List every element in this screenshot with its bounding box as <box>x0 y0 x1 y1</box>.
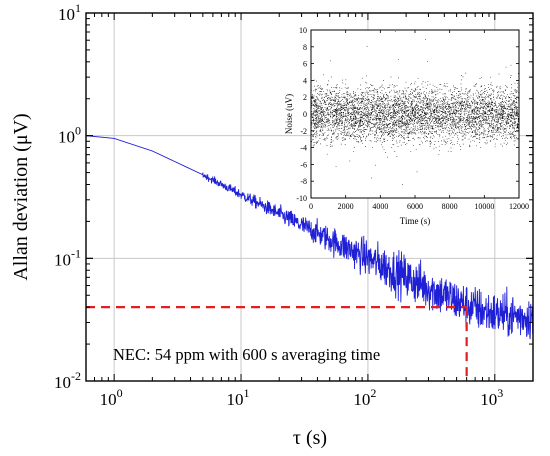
inset-y-tick-label: -8 <box>300 177 307 186</box>
threshold-lines <box>86 306 468 381</box>
inset-x-tick-label: 8000 <box>442 202 458 211</box>
x-axis-title: τ (s) <box>293 427 327 449</box>
y-tick-label: 100 <box>58 124 81 147</box>
x-tick-label: 102 <box>353 386 376 409</box>
inset-y-tick-label: -2 <box>300 127 307 136</box>
inset-y-tick-label: 0 <box>303 110 307 119</box>
y-axis-title: Allan deviation (μV) <box>10 113 32 280</box>
inset-y-tick-label: 10 <box>299 26 307 35</box>
main-plot-frame <box>85 12 534 382</box>
allan-deviation-line <box>85 135 534 340</box>
inset-x-tick-labels: 0 2000 4000 6000 8000 10000 12000 <box>309 202 529 211</box>
inset-x-tick-label: 6000 <box>407 202 423 211</box>
y-tick-label: 101 <box>58 1 81 24</box>
inset-y-tick-label: 2 <box>303 93 307 102</box>
x-tick-label: 100 <box>100 386 123 409</box>
inset-x-tick-label: 2000 <box>338 202 354 211</box>
inset-y-tick-label: 4 <box>303 76 307 85</box>
inset-noise-points <box>311 31 520 185</box>
inset-y-tick-label: 6 <box>303 60 307 69</box>
y-tick-labels: 10-2 10-1 100 101 <box>54 1 81 392</box>
inset-y-tick-label: -6 <box>300 160 307 169</box>
main-ticks <box>85 12 534 382</box>
inset-y-tick-labels: -10 -8 -6 -4 -2 0 2 4 6 8 10 <box>296 26 307 203</box>
inset-x-axis-title: Time (s) <box>400 216 430 226</box>
x-tick-labels: 100 101 102 103 <box>100 386 504 409</box>
inset-y-tick-label: 8 <box>303 43 307 52</box>
inset-x-tick-label: 4000 <box>372 202 388 211</box>
inset-ticks <box>310 29 520 199</box>
inset-y-tick-label: -10 <box>296 194 307 203</box>
nec-annotation: NEC: 54 ppm with 600 s averaging time <box>113 345 380 364</box>
inset-x-tick-label: 12000 <box>509 202 529 211</box>
x-tick-label: 101 <box>227 386 250 409</box>
main-series <box>85 135 534 340</box>
inset-y-axis-title: Noise (uV) <box>284 94 294 134</box>
inset-background <box>311 30 519 198</box>
inset-y-tick-label: -4 <box>300 144 307 153</box>
inset-x-tick-label: 10000 <box>474 202 494 211</box>
inset-x-tick-label: 0 <box>309 202 313 211</box>
y-tick-label: 10-2 <box>54 369 81 392</box>
y-tick-label: 10-1 <box>54 246 81 269</box>
inset-noise-scatter <box>311 31 520 185</box>
x-tick-label: 103 <box>480 386 503 409</box>
